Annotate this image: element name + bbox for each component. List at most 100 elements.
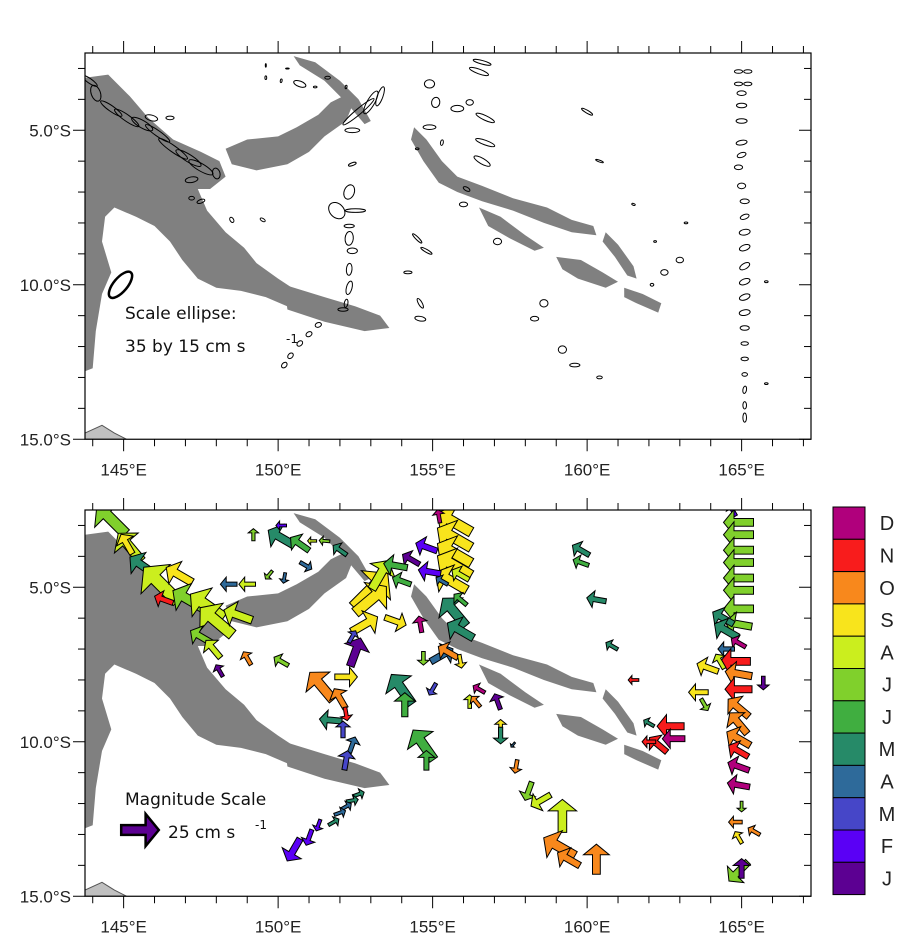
land-mass <box>556 713 618 745</box>
variance-ellipse <box>653 240 657 243</box>
variance-ellipse <box>472 58 492 66</box>
current-arrow <box>572 553 591 570</box>
colorbar-swatch <box>832 506 866 540</box>
variance-ellipse <box>557 345 568 354</box>
current-arrow <box>238 575 256 593</box>
variance-ellipse <box>742 412 748 423</box>
current-arrow <box>571 540 592 558</box>
map-content <box>85 56 769 440</box>
variance-ellipse <box>375 86 385 107</box>
current-arrow <box>305 671 338 704</box>
x-tick-label: 145°E <box>100 917 147 936</box>
current-arrow <box>586 589 608 609</box>
variance-ellipse <box>344 231 354 246</box>
colorbar-month-label: J <box>882 675 892 697</box>
variance-ellipse <box>347 161 357 167</box>
current-arrow <box>556 846 583 870</box>
variance-ellipse <box>345 280 353 296</box>
current-arrow <box>300 828 317 846</box>
current-arrow <box>153 589 175 608</box>
variance-ellipse <box>211 167 221 180</box>
scale-ellipse-title: Scale ellipse: <box>125 304 237 324</box>
variance-ellipse <box>492 237 503 246</box>
variance-ellipse <box>431 96 441 108</box>
current-arrow <box>219 575 238 593</box>
current-arrow <box>451 565 471 583</box>
x-tick-label: 155°E <box>409 917 456 936</box>
current-arrow <box>417 560 442 583</box>
current-arrow <box>453 591 469 608</box>
colorbar-swatch <box>832 668 866 702</box>
colorbar-month-label: A <box>880 772 894 794</box>
variance-ellipse <box>196 198 206 204</box>
variance-ellipse <box>344 208 366 213</box>
variance-ellipse <box>742 385 748 394</box>
colorbar-swatch <box>832 732 866 766</box>
current-arrow <box>509 741 517 748</box>
current-arrow <box>756 675 771 691</box>
x-tick-label: 160°E <box>564 917 611 936</box>
y-tick-label: 10.0°S <box>20 733 71 752</box>
colorbar-month-label: N <box>880 545 894 567</box>
variance-ellipse <box>344 84 348 90</box>
colorbar-swatch <box>832 764 866 799</box>
variance-ellipse <box>229 216 235 223</box>
current-arrow <box>275 519 288 532</box>
variance-ellipse <box>739 262 751 271</box>
current-arrow <box>661 727 686 750</box>
variance-ellipse <box>100 100 123 117</box>
variance-ellipse <box>529 315 540 322</box>
current-arrow <box>696 656 720 678</box>
variance-ellipse <box>735 118 748 124</box>
map-frame <box>84 52 812 440</box>
variance-ellipse <box>736 90 747 96</box>
variance-ellipse <box>733 164 744 171</box>
y-tick-label: 10.0°S <box>20 276 71 295</box>
variance-ellipse <box>763 382 769 386</box>
current-arrow <box>344 736 361 754</box>
current-arrow <box>698 697 712 712</box>
australia-land <box>85 424 127 440</box>
variance-ellipse <box>735 139 748 146</box>
current-arrow <box>311 818 325 832</box>
land-mass <box>411 584 597 693</box>
current-arrow <box>339 706 354 722</box>
land-mass <box>624 744 662 770</box>
variance-ellipse <box>743 69 753 74</box>
variance-ellipse <box>743 81 753 87</box>
current-arrow <box>298 559 313 573</box>
land-mass <box>602 232 637 279</box>
variance-ellipse <box>343 184 356 200</box>
variance-ellipse <box>739 325 750 331</box>
current-arrow <box>334 720 352 739</box>
land-mass <box>85 74 306 372</box>
land-mass <box>225 553 353 628</box>
variance-ellipse <box>281 361 288 369</box>
colorbar-swatch <box>832 635 866 670</box>
current-arrow <box>726 858 752 884</box>
variance-ellipse <box>468 66 490 77</box>
variance-ellipse <box>738 243 751 252</box>
variance-ellipse <box>285 67 290 70</box>
variance-ellipse <box>420 246 433 255</box>
land-mass <box>479 207 544 251</box>
current-arrow <box>726 712 751 737</box>
colorbar-month-label: O <box>879 578 895 600</box>
land-mass <box>284 741 390 789</box>
current-arrow <box>334 665 359 689</box>
variance-ellipse <box>450 104 465 113</box>
variance-ellipse <box>414 147 420 151</box>
colorbar-swatch <box>832 797 866 831</box>
variance-ellipse <box>595 158 604 164</box>
current-arrow <box>246 528 261 542</box>
variance-ellipse <box>337 307 349 312</box>
variance-ellipse <box>763 280 769 284</box>
current-arrow <box>727 695 752 720</box>
land-mass <box>293 56 371 125</box>
current-arrow <box>641 734 657 749</box>
current-arrow <box>411 615 429 634</box>
magnitude-scale-value: 25 cm s <box>168 823 235 843</box>
bottom-map-panel: 145°E 150°E 155°E 160°E 165°E 5.0°S 10.0°S 15.0… <box>20 498 812 936</box>
variance-ellipse <box>742 401 748 410</box>
land-mass <box>85 531 306 829</box>
